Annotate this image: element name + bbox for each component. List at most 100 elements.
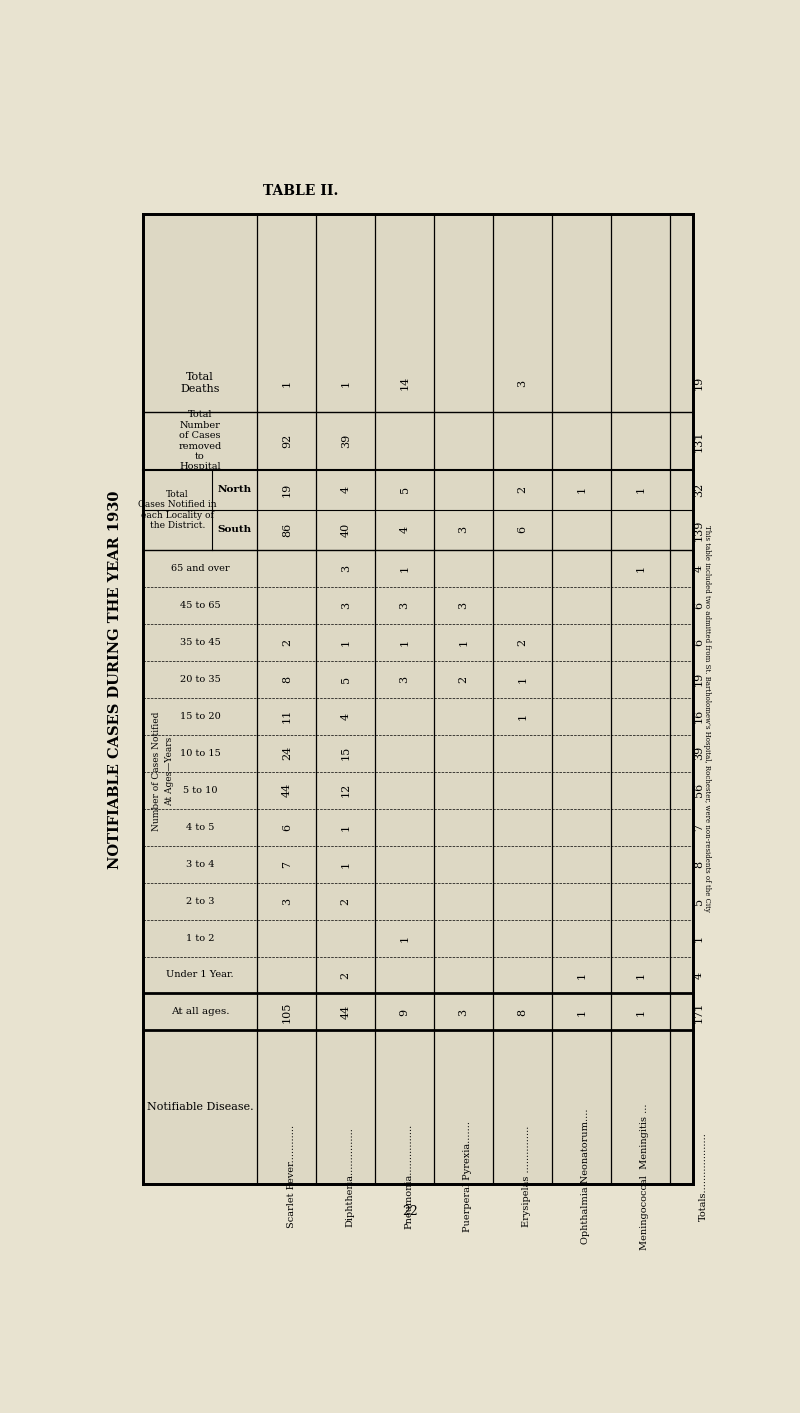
Text: 1: 1 — [341, 639, 350, 646]
Text: 9: 9 — [399, 1009, 410, 1016]
Text: 1: 1 — [518, 675, 527, 682]
Text: 8: 8 — [518, 1009, 527, 1016]
Text: 3: 3 — [458, 602, 469, 609]
Text: 3: 3 — [341, 565, 350, 572]
Text: 1: 1 — [576, 1009, 586, 1016]
Text: 6: 6 — [694, 602, 704, 609]
Text: Notifiable Disease.: Notifiable Disease. — [146, 1102, 254, 1112]
Text: 3: 3 — [341, 602, 350, 609]
Text: NOTIFIABLE CASES DURING THE YEAR 1930: NOTIFIABLE CASES DURING THE YEAR 1930 — [109, 490, 122, 869]
Text: 1 to 2: 1 to 2 — [186, 934, 214, 942]
Text: 131: 131 — [694, 431, 704, 452]
Text: Puerperal Pyrexia.......: Puerperal Pyrexia....... — [463, 1122, 473, 1232]
Text: 1: 1 — [399, 934, 410, 941]
Text: 39: 39 — [694, 746, 704, 760]
Text: 40: 40 — [341, 523, 350, 537]
Text: 1: 1 — [635, 1009, 645, 1016]
Text: 5: 5 — [341, 675, 350, 682]
Text: 5 to 10: 5 to 10 — [182, 786, 218, 794]
Text: 2: 2 — [341, 897, 350, 904]
Text: 24: 24 — [282, 746, 292, 760]
Text: 2: 2 — [518, 639, 527, 646]
Text: 10 to 15: 10 to 15 — [180, 749, 220, 757]
Text: 3: 3 — [458, 527, 469, 534]
Text: Meningococcal  Meningitis ...: Meningococcal Meningitis ... — [640, 1104, 649, 1251]
Text: 7: 7 — [282, 861, 292, 868]
Text: 32: 32 — [694, 483, 704, 497]
Text: 6: 6 — [694, 639, 704, 646]
Text: 19: 19 — [694, 673, 704, 687]
Text: 1: 1 — [341, 380, 350, 387]
Text: 22: 22 — [402, 1205, 418, 1218]
Text: TABLE II.: TABLE II. — [262, 184, 338, 198]
Text: 1: 1 — [576, 971, 586, 979]
Bar — [142, 215, 693, 1184]
Text: This table included two admitted from St. Bartholomew's Hospital, Rochester, wer: This table included two admitted from St… — [703, 526, 711, 911]
Text: 3: 3 — [518, 380, 527, 387]
Text: 2: 2 — [458, 675, 469, 682]
Text: 1: 1 — [576, 486, 586, 493]
Text: 2: 2 — [282, 639, 292, 646]
Text: Diphtheria...............: Diphtheria............... — [346, 1126, 354, 1226]
Text: Ophthalmia Neonatorum....: Ophthalmia Neonatorum.... — [582, 1109, 590, 1245]
Text: Pneumonia................: Pneumonia................ — [405, 1125, 414, 1229]
Text: 15 to 20: 15 to 20 — [180, 712, 220, 721]
Text: 1: 1 — [282, 380, 292, 387]
Text: Scarlet Fever............: Scarlet Fever............ — [286, 1125, 296, 1228]
Text: 35 to 45: 35 to 45 — [180, 637, 220, 647]
Text: 16: 16 — [694, 709, 704, 723]
Text: South: South — [218, 526, 252, 534]
Text: 4: 4 — [341, 486, 350, 493]
Text: 3: 3 — [458, 1009, 469, 1016]
Text: 4: 4 — [399, 527, 410, 534]
Text: 1: 1 — [518, 712, 527, 719]
Text: 8: 8 — [694, 861, 704, 868]
Text: 4: 4 — [694, 971, 704, 979]
Text: 65 and over: 65 and over — [170, 564, 230, 572]
Text: Number of Cases Notified: Number of Cases Notified — [152, 712, 161, 831]
Text: Erysipelas ...............: Erysipelas ............... — [522, 1126, 531, 1228]
Text: North: North — [218, 486, 252, 495]
Text: 1: 1 — [635, 971, 645, 979]
Text: 1: 1 — [458, 639, 469, 646]
Text: 19: 19 — [694, 376, 704, 390]
Text: 105: 105 — [282, 1002, 292, 1023]
Text: 4: 4 — [341, 712, 350, 719]
Text: 44: 44 — [282, 783, 292, 797]
Text: Under 1 Year.: Under 1 Year. — [166, 971, 234, 979]
Text: 1: 1 — [694, 934, 704, 941]
Text: 5: 5 — [694, 897, 704, 904]
Text: 2: 2 — [341, 971, 350, 979]
Text: 8: 8 — [282, 675, 292, 682]
Text: 171: 171 — [694, 1002, 704, 1023]
Text: 14: 14 — [399, 376, 410, 390]
Text: 19: 19 — [282, 483, 292, 497]
Text: 44: 44 — [341, 1005, 350, 1019]
Text: 139: 139 — [694, 519, 704, 541]
Text: 1: 1 — [399, 565, 410, 572]
Text: At all ages.: At all ages. — [170, 1007, 230, 1016]
Text: 39: 39 — [341, 434, 350, 448]
Text: 15: 15 — [341, 746, 350, 760]
Text: 3 to 4: 3 to 4 — [186, 859, 214, 869]
Text: Total
Cases Notified in
each Locality of
the District.: Total Cases Notified in each Locality of… — [138, 490, 217, 530]
Text: 6: 6 — [518, 527, 527, 534]
Text: 4 to 5: 4 to 5 — [186, 822, 214, 832]
Text: 20 to 35: 20 to 35 — [180, 675, 220, 684]
Text: 3: 3 — [282, 897, 292, 904]
Text: 5: 5 — [399, 486, 410, 493]
Text: 45 to 65: 45 to 65 — [180, 601, 220, 610]
Text: 4: 4 — [694, 565, 704, 572]
Text: 3: 3 — [399, 675, 410, 682]
Text: 1: 1 — [399, 639, 410, 646]
Text: 56: 56 — [694, 783, 704, 797]
Text: Total
Deaths: Total Deaths — [180, 373, 220, 394]
Text: 86: 86 — [282, 523, 292, 537]
Text: 1: 1 — [341, 824, 350, 831]
Text: 92: 92 — [282, 434, 292, 448]
Text: 11: 11 — [282, 709, 292, 723]
Text: At Ages—Years: At Ages—Years — [166, 738, 174, 807]
Text: 1: 1 — [341, 861, 350, 868]
Text: Totals...................: Totals................... — [699, 1132, 708, 1221]
Text: Total
Number
of Cases
removed
to
Hospital: Total Number of Cases removed to Hospita… — [178, 411, 222, 472]
